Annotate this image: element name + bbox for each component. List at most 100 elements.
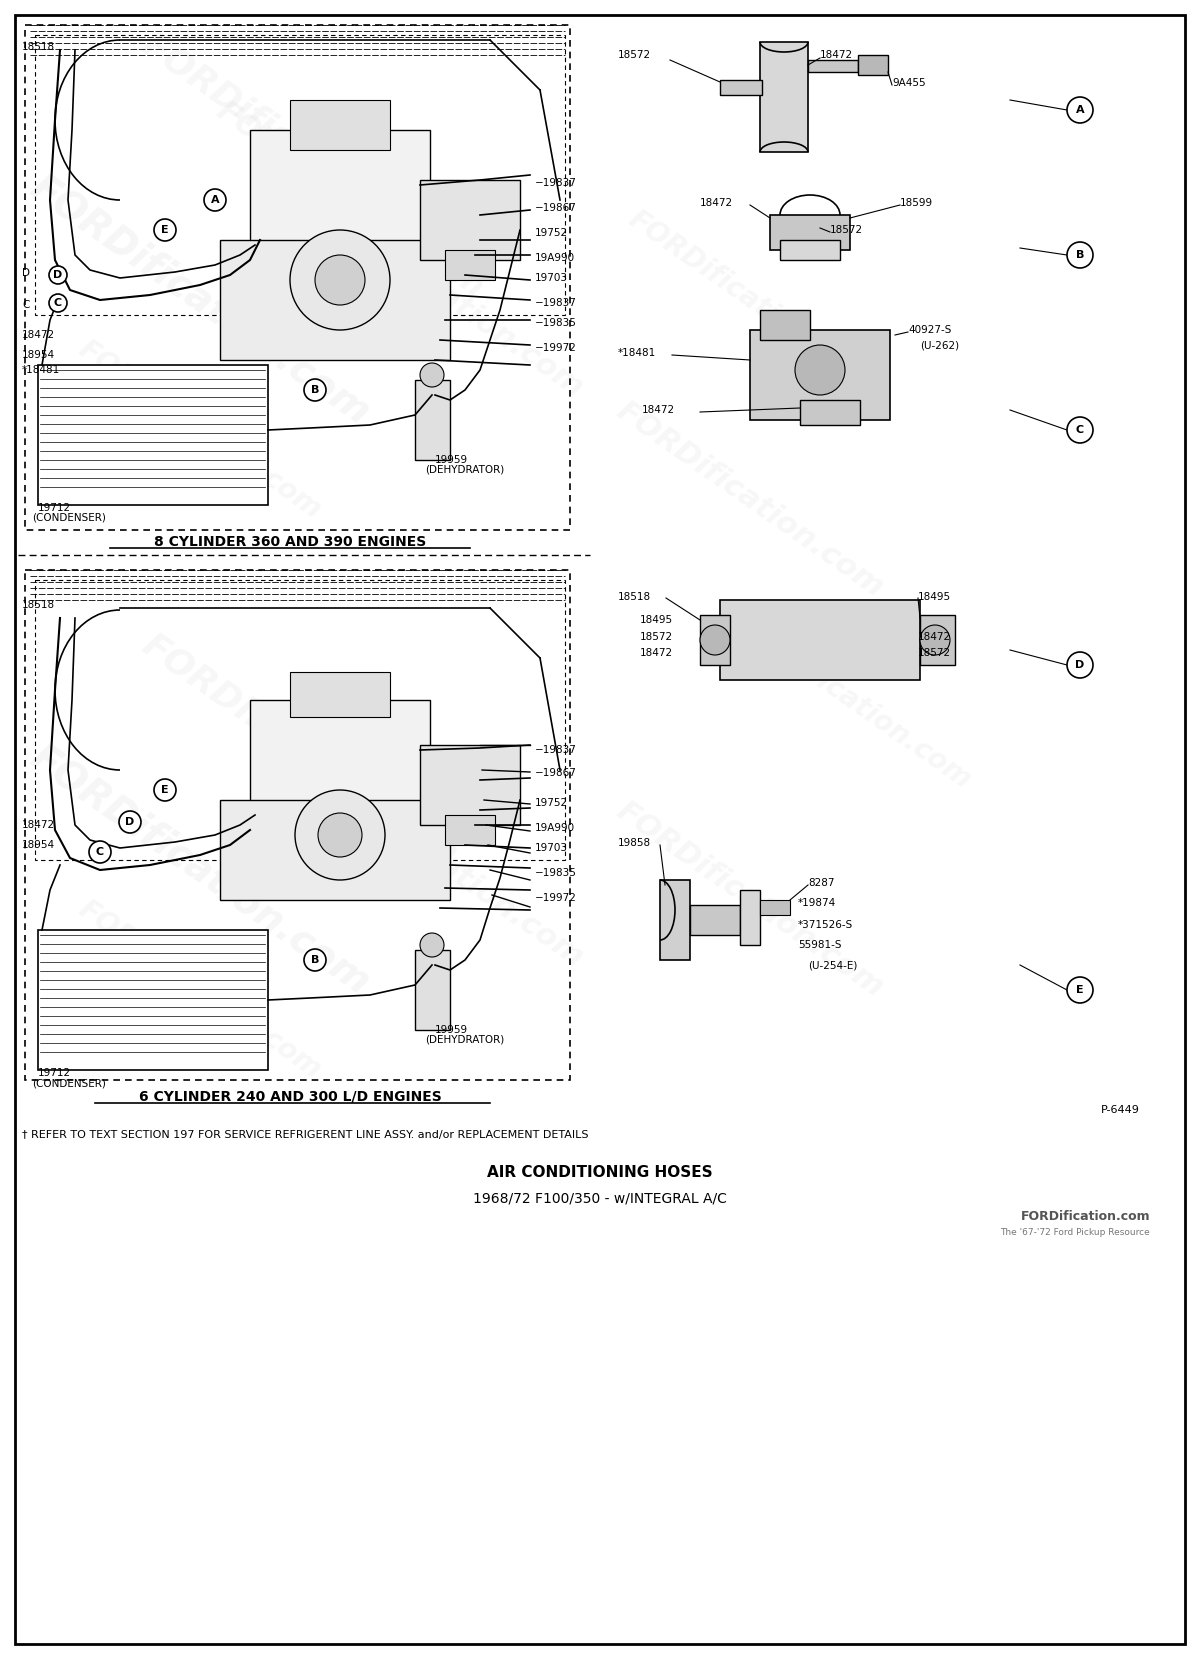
Text: FORDification.com: FORDification.com [211,96,488,304]
Bar [808,60,858,71]
Text: −19972: −19972 [535,343,577,353]
Text: 55981-S: 55981-S [798,941,841,951]
Text: 18472: 18472 [22,820,55,830]
Text: † REFER TO TEXT SECTION 197 FOR SERVICE REFRIGERENT LINE ASSY. and/or REPLACEMEN: † REFER TO TEXT SECTION 197 FOR SERVICE … [22,1130,588,1140]
Text: 18472: 18472 [642,405,676,415]
Text: 1968/72 F100/350 - w/INTEGRAL A/C: 1968/72 F100/350 - w/INTEGRAL A/C [473,1193,727,1206]
Text: 18518: 18518 [618,592,652,602]
Text: *371526-S: *371526-S [798,921,853,931]
Text: 18495: 18495 [918,592,952,602]
Text: 18472: 18472 [700,197,733,207]
Text: FORDification.com: FORDification.com [311,197,589,403]
Bar [35,581,565,859]
Text: −19867: −19867 [535,202,577,212]
Text: B: B [1076,251,1084,260]
Text: 19712: 19712 [38,1068,71,1078]
Text: (DEHYDRATOR): (DEHYDRATOR) [425,1035,504,1045]
Bar [445,251,496,280]
Circle shape [700,625,730,655]
Text: C: C [96,848,104,858]
Bar [740,889,760,946]
Circle shape [318,813,362,858]
Circle shape [204,189,226,211]
Bar [415,951,450,1030]
Circle shape [420,363,444,387]
Bar [220,241,450,360]
Text: C: C [22,300,29,310]
Text: FORDification.com: FORDification.com [724,606,977,795]
Text: FORDification.com: FORDification.com [311,766,589,974]
Text: 18472: 18472 [820,50,853,60]
Circle shape [796,345,845,395]
Circle shape [119,811,142,833]
Bar [690,906,740,936]
Bar [858,55,888,75]
Circle shape [314,255,365,305]
Text: 18518: 18518 [22,41,55,51]
Text: A: A [1075,105,1085,114]
Bar [420,745,520,825]
Text: 18495: 18495 [640,615,673,625]
Text: −19837: −19837 [535,745,577,755]
Text: C: C [1076,425,1084,435]
Text: *19874: *19874 [798,898,836,907]
Bar [415,380,450,460]
Circle shape [420,932,444,957]
Text: 18954: 18954 [22,839,55,849]
Bar [700,615,730,665]
Text: 18472: 18472 [22,330,55,340]
Text: A: A [211,196,220,206]
Text: 18572: 18572 [640,632,673,642]
Text: 19703: 19703 [535,274,568,284]
Bar [920,615,955,665]
Text: 19959: 19959 [436,455,468,465]
Text: 18572: 18572 [918,649,952,659]
Text: 19858: 19858 [618,838,652,848]
Text: −19867: −19867 [535,768,577,778]
Bar [290,672,390,717]
Circle shape [1067,977,1093,1004]
Text: 19A990: 19A990 [535,823,575,833]
Text: FORDification.com: FORDification.com [611,796,889,1004]
Bar [290,100,390,149]
Text: The '67-'72 Ford Pickup Resource: The '67-'72 Ford Pickup Resource [1001,1228,1150,1238]
Text: −19835: −19835 [535,868,577,878]
Text: D: D [22,269,30,279]
Text: (CONDENSER): (CONDENSER) [32,1078,106,1088]
Bar [250,700,430,810]
Circle shape [290,231,390,330]
Text: FORDification.com: FORDification.com [1020,1209,1150,1223]
Text: 19712: 19712 [38,503,71,513]
Text: 8 CYLINDER 360 AND 390 ENGINES: 8 CYLINDER 360 AND 390 ENGINES [154,534,426,549]
Text: FORDification.com: FORDification.com [73,896,326,1085]
Text: −19837: −19837 [535,178,577,187]
Text: *18481: *18481 [22,365,60,375]
Bar [760,41,808,153]
Circle shape [1067,652,1093,679]
Text: P-6449: P-6449 [1102,1105,1140,1115]
Bar [38,931,268,1070]
Text: D: D [1075,660,1085,670]
Text: FORDification.com: FORDification.com [623,206,877,395]
Text: C: C [54,299,62,309]
Text: 9A455: 9A455 [892,78,925,88]
Text: (U-254-E): (U-254-E) [808,961,857,971]
Bar [770,216,850,251]
Text: D: D [125,816,134,826]
Circle shape [304,378,326,401]
Text: D: D [53,270,62,280]
Bar [660,879,690,961]
Text: FORDification.com: FORDification.com [136,627,464,873]
Circle shape [89,841,112,863]
Bar [35,35,565,315]
Text: B: B [311,956,319,966]
Text: E: E [161,785,169,795]
Bar [25,25,570,529]
Circle shape [49,294,67,312]
Bar [220,800,450,899]
Bar [38,365,268,504]
Text: 18954: 18954 [22,350,55,360]
Text: (DEHYDRATOR): (DEHYDRATOR) [425,465,504,474]
Circle shape [304,949,326,971]
Circle shape [154,780,176,801]
